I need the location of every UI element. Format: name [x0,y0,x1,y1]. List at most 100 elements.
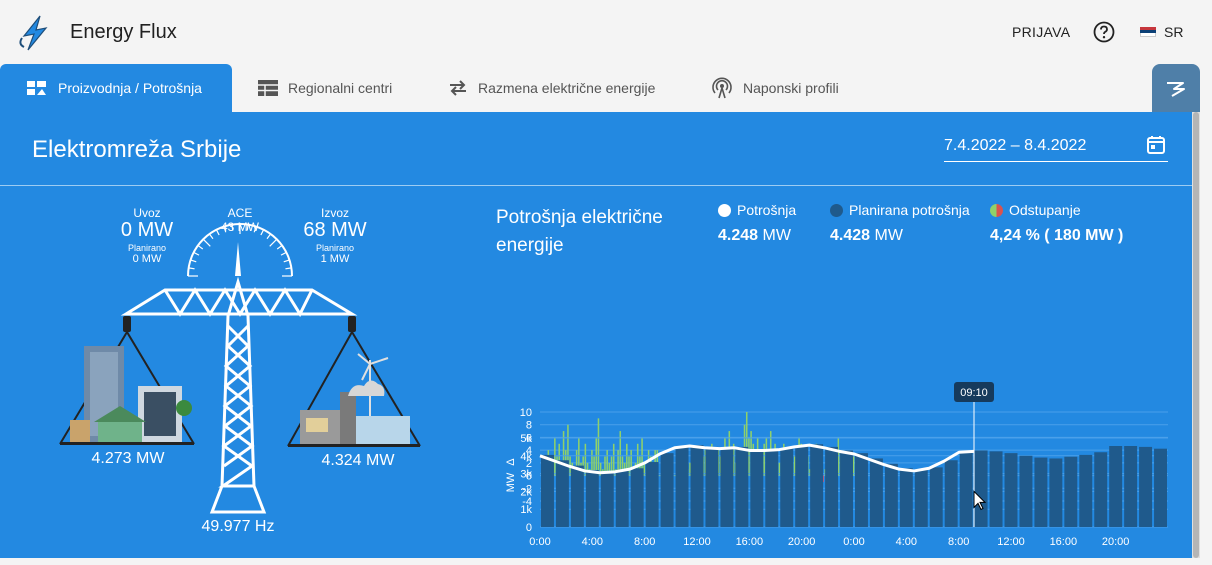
deviation-bar [763,443,765,476]
gauge-tick [266,233,272,240]
planned-bar [974,450,988,527]
import-planned-value: 0 MW [132,253,162,265]
gauge-tick [253,226,257,233]
language-code: SR [1164,24,1184,40]
truss-beam [120,287,358,318]
deviation-bar [704,450,707,476]
deviation-bar [630,450,632,476]
x-tick-label: 4:00 [896,536,917,548]
planned-bar [929,467,943,527]
export-planned-value: 1 MW [320,253,350,265]
planned-bar [735,446,749,527]
gauge-tick [269,238,278,247]
planned-bar [1109,446,1123,527]
deviation-bar [658,475,661,477]
legend-deviation[interactable]: Odstupanje 4,24 % ( 180 MW ) [990,202,1123,245]
y-tick-label-bottom: 5k [520,433,532,445]
gauge-tick [285,267,292,270]
serbian-flag-icon [1140,26,1156,38]
legend-label: Odstupanje [1009,202,1081,218]
y-tick-label-top: 2 [526,458,532,470]
deviation-bar [604,456,606,476]
planned-bar [690,445,704,527]
planned-bar [959,451,973,527]
deviation-bar [591,450,593,476]
deviation-bar [732,443,735,476]
planned-bar [1079,454,1093,527]
language-selector[interactable]: SR [1140,24,1183,40]
planned-bar [585,470,599,527]
vertical-scrollbar[interactable] [1192,112,1200,558]
consumption-unit: MW [762,227,791,244]
deviation-bar [745,412,748,476]
lightning-logo-icon[interactable] [16,14,54,52]
deviation-bar [575,450,578,476]
import-planned-label: Planirano [127,243,167,253]
planned-bar [630,468,644,527]
deviation-bar [778,462,781,476]
gauge-tick [208,233,214,240]
tab-voltage-profiles[interactable]: Naponski profili [685,64,865,112]
tab-production-consumption[interactable]: Proizvodnja / Potrošnja [0,64,232,112]
planned-bar [750,449,764,527]
planned-bar [615,470,629,527]
gauge-tick [231,224,234,231]
y-tick-label-top: 6 [526,432,532,444]
cursor-label: 09:10 [960,387,988,399]
login-button[interactable]: PRIJAVA [1012,24,1071,40]
deviation-bar [621,456,624,476]
planned-bar [660,453,674,527]
legend-dot-deviation [990,203,1003,217]
gauge-tick [246,224,249,231]
consumption-line [539,443,975,475]
planned-bar [765,449,779,527]
import-value: 0 MW [120,219,174,241]
exchange-arrows-icon [450,80,466,96]
scrollbar-thumb[interactable] [1193,112,1199,558]
gauge-tick [190,259,197,263]
antenna-icon [712,77,732,99]
production-icon [27,81,46,95]
legend-consumption[interactable]: Potrošnja 4.248 MW [718,202,796,245]
right-pan [287,316,421,447]
grid-balance-scale: Uvoz 0 MW Planirano 0 MW ACE 43 MW Izvoz… [0,186,470,558]
planned-bar [720,447,734,527]
x-tick-label: 4:00 [582,536,603,548]
deviation-bar [643,462,646,476]
legend-planned-consumption[interactable]: Planirana potrošnja 4.428 MW [830,202,970,245]
deviation-bar [562,431,565,476]
deviation-bar [597,418,600,476]
gauge-tick [283,259,290,263]
import-label: Uvoz [133,206,161,220]
deviation-bar [578,437,580,476]
planned-bar [944,460,958,527]
deviation-bar [837,437,840,476]
y-tick-label-top: 4 [526,445,532,457]
gauge-tick [215,229,220,236]
y-tick-label-top: 8 [526,420,532,432]
legend-dot-consumption [718,203,731,217]
frequency-value: 49.977 Hz [201,518,275,535]
side-menu-button[interactable] [1152,64,1200,112]
deviation-value: 4,24 % ( 180 MW ) [990,227,1124,244]
date-range-value: 7.4.2022 – 8.4.2022 [944,137,1087,154]
planned-bar [1019,455,1033,527]
tab-energy-exchange[interactable]: Razmena električne energije [422,64,681,112]
consumption-value: 4.248 [718,227,759,244]
cursor-label-box [954,382,994,402]
calendar-icon[interactable] [1146,135,1166,155]
date-range-picker[interactable]: 7.4.2022 – 8.4.2022 [944,130,1168,162]
y-tick-label-bottom: 4k [520,451,532,463]
planned-bar [600,471,614,527]
tab-regional-centers[interactable]: Regionalni centri [232,64,418,112]
deviation-bar [809,469,811,476]
planned-unit: MW [874,227,903,244]
planned-bar [541,454,554,527]
planned-bar [1154,448,1167,527]
ace-gauge [187,223,293,277]
tab-label: Regionalni centri [288,80,393,96]
help-circle-icon[interactable] [1093,21,1115,43]
deviation-bar [567,424,569,476]
y-tick-label-bottom: 0 [526,522,532,534]
